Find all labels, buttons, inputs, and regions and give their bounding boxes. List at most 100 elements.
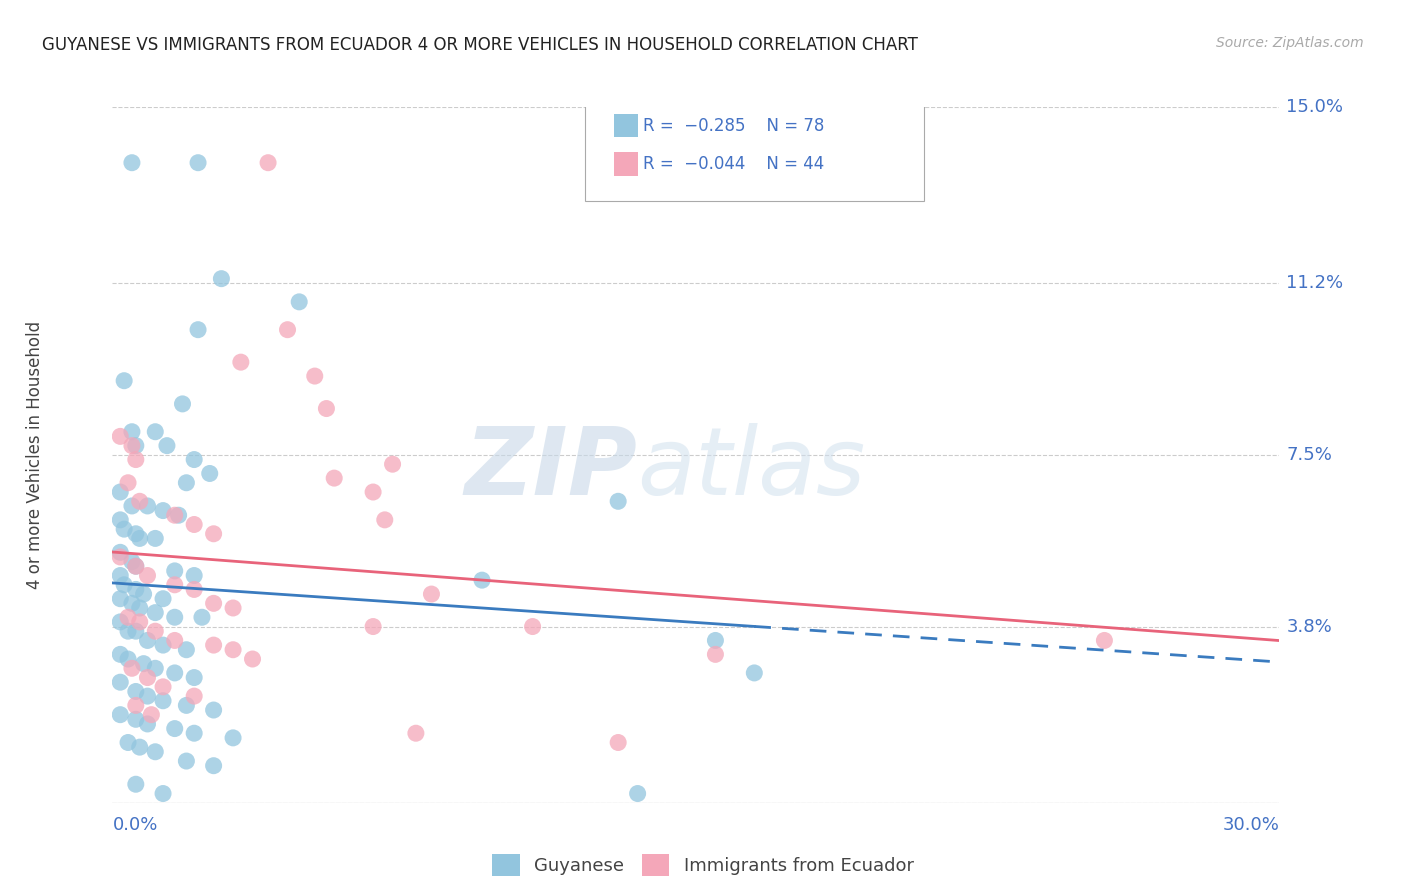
Point — [183, 689, 205, 703]
Point — [110, 485, 132, 500]
FancyBboxPatch shape — [585, 103, 924, 201]
Point — [125, 559, 148, 574]
Point — [125, 452, 148, 467]
Point — [136, 499, 159, 513]
Point — [143, 425, 166, 439]
Point — [110, 675, 132, 690]
Point — [167, 508, 190, 523]
Point — [125, 698, 148, 713]
Point — [522, 619, 544, 633]
Bar — [614, 114, 638, 137]
Point — [112, 578, 135, 592]
Point — [163, 722, 186, 736]
Point — [607, 494, 630, 508]
Point — [117, 624, 139, 639]
Point — [172, 397, 194, 411]
Text: 0.0%: 0.0% — [112, 816, 157, 834]
Point — [315, 401, 337, 416]
Text: GUYANESE VS IMMIGRANTS FROM ECUADOR 4 OR MORE VEHICLES IN HOUSEHOLD CORRELATION : GUYANESE VS IMMIGRANTS FROM ECUADOR 4 OR… — [42, 36, 918, 54]
Point — [121, 439, 143, 453]
Point — [187, 155, 209, 169]
Point — [222, 601, 245, 615]
Point — [257, 155, 280, 169]
Point — [156, 439, 179, 453]
Point — [117, 652, 139, 666]
Point — [1094, 633, 1116, 648]
Point — [229, 355, 252, 369]
Point — [163, 665, 186, 680]
Point — [112, 374, 135, 388]
Point — [381, 457, 404, 471]
Point — [187, 323, 209, 337]
Point — [176, 698, 198, 713]
Point — [143, 624, 166, 639]
Point — [125, 559, 148, 574]
Point — [125, 624, 148, 639]
Point — [143, 532, 166, 546]
Point — [152, 591, 174, 606]
Point — [191, 610, 214, 624]
Point — [202, 703, 225, 717]
Text: 15.0%: 15.0% — [1286, 98, 1344, 116]
Point — [110, 513, 132, 527]
Point — [704, 633, 727, 648]
Point — [152, 638, 174, 652]
Point — [117, 475, 139, 490]
Point — [136, 633, 159, 648]
Point — [110, 648, 132, 662]
Text: 3.8%: 3.8% — [1286, 617, 1333, 635]
Point — [136, 671, 159, 685]
Point — [183, 726, 205, 740]
Point — [128, 532, 150, 546]
Point — [125, 684, 148, 698]
Point — [110, 615, 132, 629]
Point — [110, 549, 132, 564]
Point — [209, 271, 232, 285]
Legend: Guyanese, Immigrants from Ecuador: Guyanese, Immigrants from Ecuador — [485, 847, 921, 883]
Text: ZIP: ZIP — [465, 423, 638, 515]
Point — [128, 494, 150, 508]
Point — [222, 731, 245, 745]
Point — [242, 652, 264, 666]
Point — [183, 517, 205, 532]
Point — [176, 642, 198, 657]
Point — [136, 689, 159, 703]
Point — [121, 596, 143, 610]
Point — [288, 294, 311, 309]
Point — [627, 787, 650, 801]
Point — [132, 587, 155, 601]
Point — [136, 717, 159, 731]
Point — [374, 513, 396, 527]
Bar — [614, 153, 638, 176]
Point — [420, 587, 443, 601]
Point — [183, 452, 205, 467]
Text: R =  −0.044    N = 44: R = −0.044 N = 44 — [644, 155, 825, 173]
Point — [361, 485, 384, 500]
Point — [183, 671, 205, 685]
Point — [128, 740, 150, 755]
Point — [125, 582, 148, 597]
Text: atlas: atlas — [638, 424, 866, 515]
Point — [125, 526, 148, 541]
Point — [125, 439, 148, 453]
Point — [143, 661, 166, 675]
Point — [304, 369, 326, 384]
Point — [121, 425, 143, 439]
Point — [202, 526, 225, 541]
Text: 7.5%: 7.5% — [1286, 446, 1333, 464]
Text: Source: ZipAtlas.com: Source: ZipAtlas.com — [1216, 36, 1364, 50]
Point — [222, 642, 245, 657]
Point — [117, 735, 139, 749]
Text: 4 or more Vehicles in Household: 4 or more Vehicles in Household — [27, 321, 44, 589]
Text: 30.0%: 30.0% — [1223, 816, 1279, 834]
Point — [143, 606, 166, 620]
Point — [183, 582, 205, 597]
Point — [110, 591, 132, 606]
Point — [121, 155, 143, 169]
Point — [143, 745, 166, 759]
Point — [742, 665, 765, 680]
Point — [198, 467, 221, 481]
Point — [202, 596, 225, 610]
Point — [125, 777, 148, 791]
Point — [176, 754, 198, 768]
